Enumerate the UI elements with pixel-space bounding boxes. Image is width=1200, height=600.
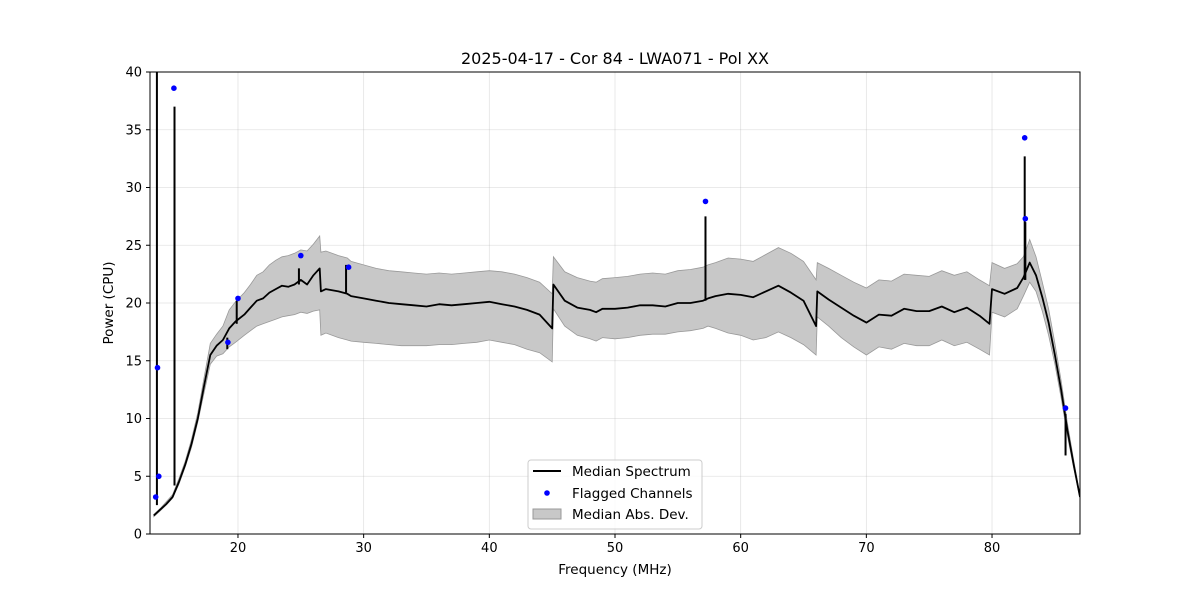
y-axis-label: Power (CPU) [101, 261, 117, 344]
x-tick-label: 30 [355, 541, 372, 556]
legend-box [527, 459, 703, 530]
flagged-channel-point [156, 473, 162, 480]
legend-median-label: Median Spectrum [572, 464, 691, 480]
flagged-channel-point [225, 339, 231, 346]
x-tick-label: 50 [607, 541, 624, 556]
flagged-channel-point [171, 85, 177, 91]
flagged-channel-point [235, 295, 241, 302]
y-tick-label: 40 [125, 66, 142, 81]
y-tick-label: 0 [134, 528, 142, 543]
x-tick-label: 60 [732, 541, 749, 556]
x-tick-label: 20 [230, 541, 247, 556]
legend-flagged-label: Flagged Channels [572, 486, 693, 502]
flagged-channel-point [1022, 215, 1029, 222]
x-tick-label: 70 [858, 541, 875, 556]
y-tick-label: 15 [125, 354, 142, 369]
chart-title: 2025-04-17 - Cor 84 - LWA071 - Pol XX [461, 49, 769, 68]
x-axis-label: Frequency (MHz) [558, 562, 671, 578]
axis-ticks: 20 30 40 50 60 70 80 0 5 10 15 20 25 30 35 40 [125, 66, 1000, 557]
plot-area [152, 72, 1080, 518]
y-tick-label: 35 [125, 123, 142, 138]
y-tick-label: 10 [125, 412, 142, 427]
flagged-channel-point [154, 364, 161, 371]
y-tick-label: 5 [134, 470, 142, 485]
y-tick-label: 20 [125, 297, 142, 312]
flagged-channel-point [345, 264, 352, 271]
flagged-channel-point [702, 198, 709, 205]
flagged-channel-point [1062, 405, 1069, 411]
legend-mad-swatch [532, 508, 562, 520]
legend-mad-label: Median Abs. Dev. [572, 507, 689, 523]
legend-flagged-swatch [544, 490, 550, 496]
x-tick-label: 40 [481, 541, 498, 556]
flagged-channel-point [1021, 135, 1028, 141]
median-spectrum-line [153, 261, 1080, 517]
mad-band [153, 234, 1080, 518]
y-tick-label: 25 [125, 239, 142, 254]
x-tick-label: 80 [984, 541, 1001, 556]
flagged-channel-point [298, 252, 304, 259]
y-tick-label: 30 [125, 181, 142, 196]
legend: Median Spectrum Flagged Channels Median … [527, 459, 703, 530]
flagged-channel-point [152, 494, 159, 500]
